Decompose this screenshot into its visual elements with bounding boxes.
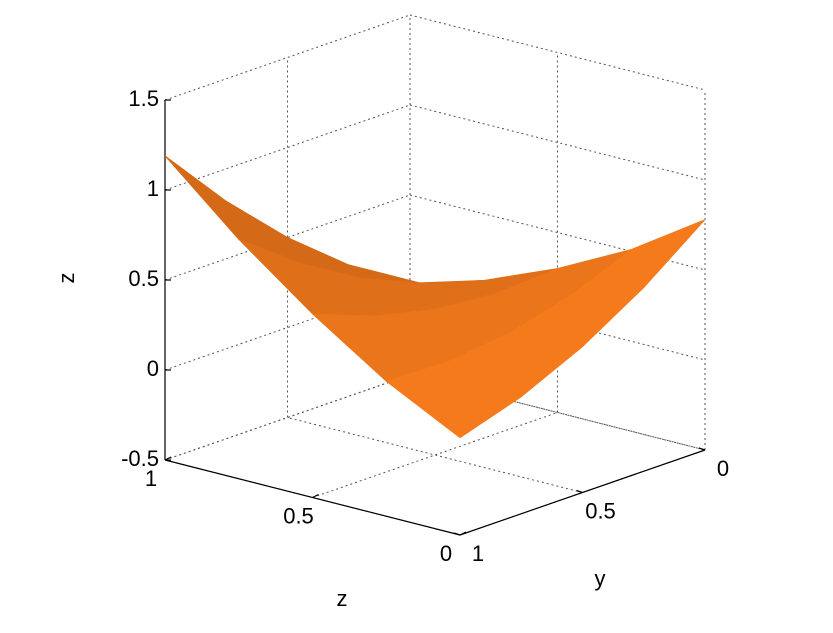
- surface-patch: [385, 361, 523, 439]
- z-tick-label: -0.5: [121, 446, 159, 471]
- grid-line: [164, 14, 411, 101]
- z-axis-label: z: [54, 273, 79, 284]
- grid-line: [409, 14, 706, 91]
- z-tick-label: 1.5: [128, 86, 159, 111]
- grid-line: [164, 104, 411, 191]
- z-tick-label: 1: [147, 176, 159, 201]
- y-tick-label: 0.5: [585, 498, 616, 523]
- z-tick-label: 0.5: [128, 266, 159, 291]
- surface-patch: [164, 155, 301, 264]
- grid-line: [312, 412, 558, 498]
- x-axis-label: z: [337, 586, 348, 611]
- y-tick-label: 1: [472, 541, 484, 566]
- tick-mark: [576, 489, 583, 494]
- grid-line: [409, 104, 706, 181]
- z-tick-label: 0: [147, 356, 159, 381]
- grid-line: [409, 194, 706, 271]
- y-axis-label: y: [595, 566, 606, 591]
- grid-line: [287, 417, 583, 493]
- tick-mark: [698, 447, 706, 451]
- grid-line: [164, 194, 411, 281]
- x-tick-label: 1: [145, 466, 157, 491]
- surface-patch: [568, 219, 706, 297]
- grid-line: [164, 374, 411, 461]
- grid-line: [409, 374, 706, 451]
- tick-mark: [459, 531, 467, 536]
- x-tick-label: 0.5: [283, 503, 314, 528]
- y-tick-label: 0: [717, 456, 729, 481]
- tick-mark: [164, 456, 172, 461]
- tick-mark: [453, 532, 461, 536]
- x-tick-label: 0: [440, 541, 452, 566]
- tick-mark: [312, 493, 319, 499]
